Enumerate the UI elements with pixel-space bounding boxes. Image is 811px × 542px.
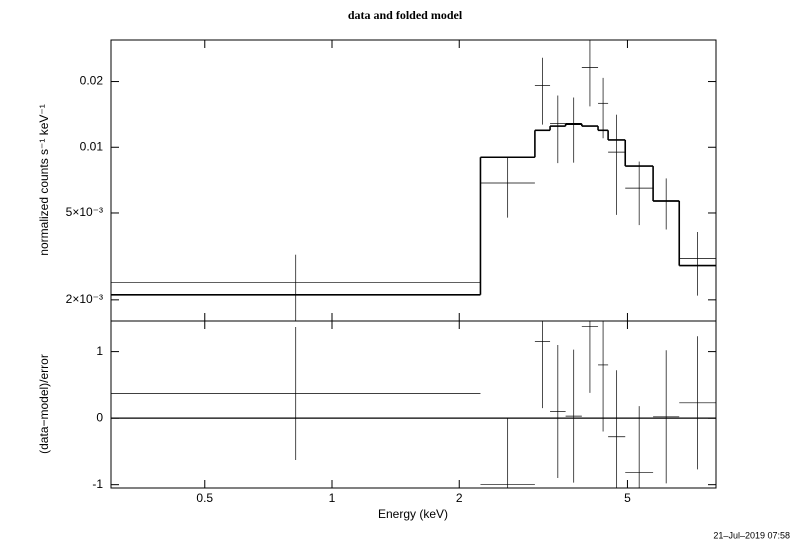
y-axis-label: normalized counts s⁻¹ keV⁻¹: [37, 104, 51, 255]
timestamp: 21–Jul–2019 07:58: [713, 530, 790, 540]
y-tick-label: 1: [96, 344, 103, 358]
bottom-panel-frame: [110, 320, 717, 489]
x-tick-label: 0.5: [196, 491, 213, 505]
y-tick-label: 0.02: [80, 74, 104, 88]
bottom-plot: [111, 321, 716, 488]
y-tick-label: 0: [96, 410, 103, 424]
x-tick-label: 1: [329, 491, 336, 505]
x-axis-label: Energy (keV): [378, 507, 448, 521]
y-tick-label: 2×10⁻³: [66, 292, 103, 306]
y-tick-label: -1: [92, 477, 103, 491]
top-plot: [111, 40, 716, 321]
y-axis-label: (data−model)/error: [37, 354, 51, 454]
chart-title: data and folded model: [348, 8, 463, 22]
y-tick-label: 0.01: [80, 139, 104, 153]
y-tick-label: 5×10⁻³: [66, 205, 103, 219]
top-panel-frame: [110, 39, 717, 322]
x-tick-label: 2: [456, 491, 463, 505]
x-tick-label: 5: [624, 491, 631, 505]
